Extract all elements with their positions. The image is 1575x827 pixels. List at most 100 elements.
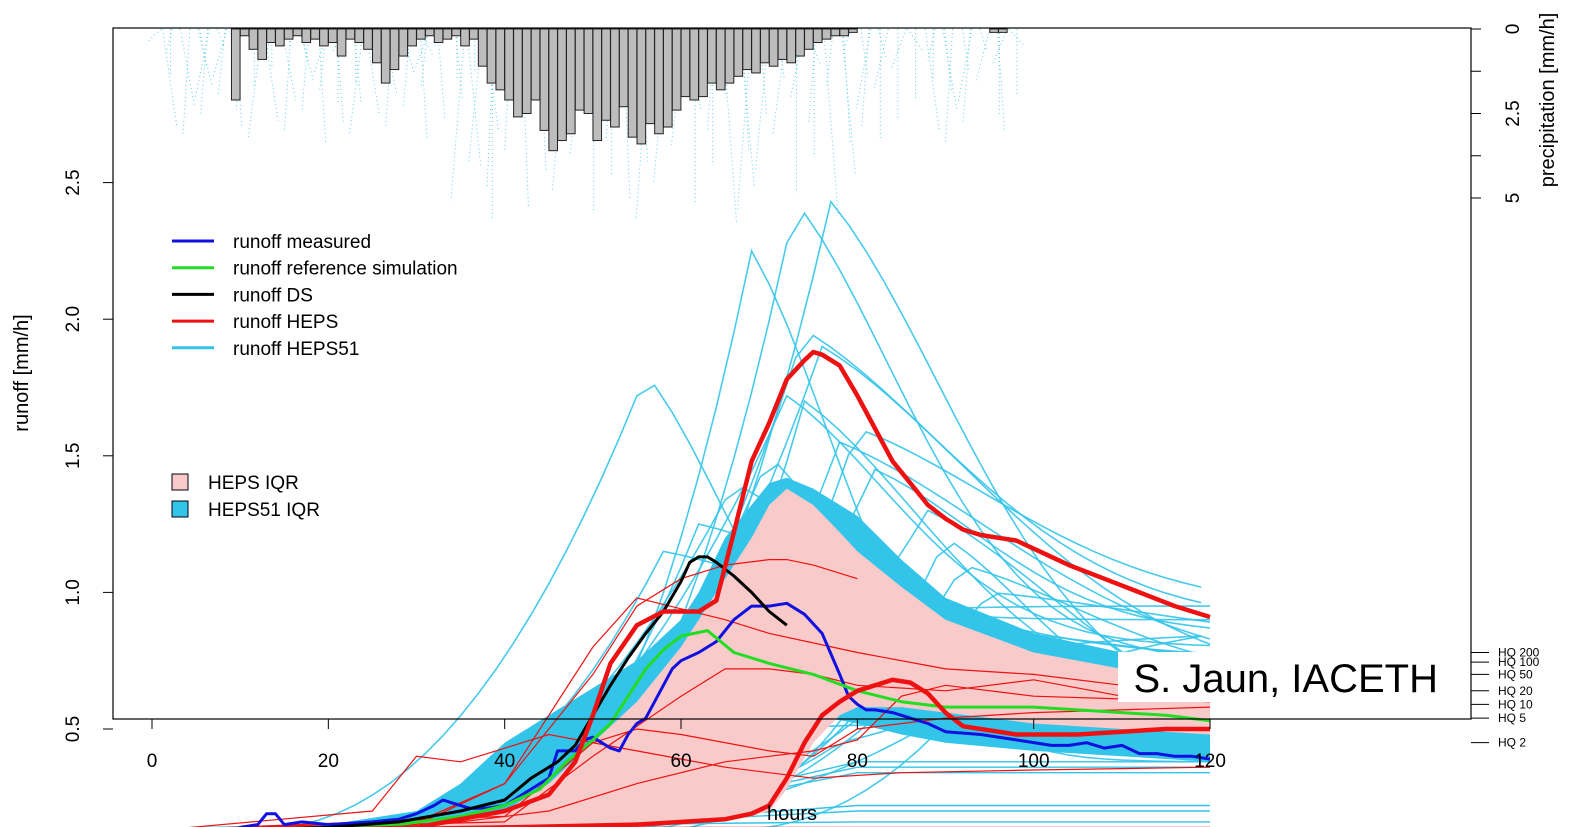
y-axis-tick-label: 2.5: [63, 169, 84, 195]
precip-bar: [398, 28, 409, 57]
reference-simulation-line: [292, 629, 1211, 827]
credit-label: S. Jaun, IACETH: [1133, 657, 1438, 701]
precip-bar: [239, 28, 250, 37]
precip-bar: [848, 28, 858, 33]
precip-bar: [592, 28, 603, 142]
precip-bar: [680, 28, 691, 98]
precip-bar: [477, 28, 488, 67]
heps51-member-line: [349, 821, 1210, 827]
precip-bar: [698, 28, 708, 98]
precip-ensemble-dots: [840, 28, 857, 177]
precip-ensemble-dots: [437, 28, 446, 118]
x-axis-title: hours: [767, 803, 817, 825]
precip-bar: [257, 28, 268, 60]
precip-ensemble-dots: [860, 28, 869, 78]
precip-bar: [486, 28, 497, 84]
y-axis-tick-label: 1.0: [63, 579, 84, 605]
precip-bar: [354, 28, 364, 44]
precip-bar: [707, 28, 717, 84]
precip-ensemble-dots: [842, 28, 851, 143]
precip-bar: [301, 28, 312, 44]
precip-bar: [539, 28, 550, 131]
precipitation-axis-title: precipitation [mm/h]: [1537, 13, 1559, 188]
y-axis-tick-label: 0.5: [63, 716, 84, 742]
precip-bar: [495, 28, 506, 91]
precip-ensemble-dots: [957, 28, 973, 104]
precip-bar: [469, 28, 479, 40]
precip-ensemble-dots: [283, 28, 292, 132]
x-axis-tick-label: 0: [147, 751, 158, 772]
precip-ensemble-dots: [319, 28, 328, 92]
precip-axis-tick-label: 5: [1503, 193, 1524, 204]
precip-bar: [424, 28, 435, 37]
heps-runoff-line-secondary: [383, 677, 1210, 827]
y-axis-tick-label: 1.5: [63, 443, 84, 469]
precip-bar: [416, 28, 426, 40]
hq-marker-label: HQ 200: [1498, 646, 1540, 660]
precip-bar: [777, 28, 788, 60]
precip-bar: [821, 28, 832, 40]
precip-bar: [451, 28, 461, 37]
heps-member-line: [397, 684, 1211, 827]
precip-bar: [662, 28, 673, 128]
ds-runoff-line: [292, 555, 788, 827]
precip-ensemble-dots: [194, 28, 210, 99]
precip-ensemble-dots: [301, 28, 310, 112]
precip-ensemble-dots: [823, 28, 839, 214]
precip-bar: [319, 28, 329, 47]
heps-runoff-line: [356, 349, 1211, 827]
precip-ensemble-dots: [805, 28, 821, 66]
x-axis-tick-label: 100: [1018, 751, 1050, 772]
precip-bar: [327, 28, 338, 44]
precip-bar: [310, 28, 320, 40]
precip-bar: [645, 28, 655, 125]
precip-bar: [601, 28, 611, 121]
precip-bar: [654, 28, 664, 135]
precip-bar: [618, 28, 629, 108]
hq-marker-label: HQ 50: [1498, 667, 1533, 681]
precip-bar: [504, 28, 514, 101]
precip-ensemble-dots: [182, 28, 191, 137]
precip-ensemble-dots: [486, 28, 495, 188]
precip-bar: [689, 28, 700, 101]
precip-bar: [998, 28, 1008, 33]
precip-ensemble-dots: [217, 28, 226, 97]
precip-ensemble-dots: [450, 28, 466, 201]
precip-bar: [336, 28, 347, 57]
precip-ensemble-dots: [300, 28, 309, 62]
x-axis-tick-label: 20: [318, 751, 339, 772]
precip-ensemble-dots: [992, 28, 1008, 63]
precip-bar: [521, 28, 532, 114]
precip-ensemble-dots: [961, 28, 970, 73]
precip-ensemble-dots: [979, 28, 988, 52]
precip-ensemble-dots: [861, 28, 870, 127]
precip-bar: [671, 28, 682, 111]
heps-member-line: [188, 733, 1211, 827]
precip-ensemble-dots: [945, 28, 954, 142]
precip-ensemble-dots: [146, 28, 162, 43]
precip-ensemble-dots: [199, 28, 208, 67]
precip-ensemble-dots: [1008, 28, 1024, 45]
precip-bar: [768, 28, 779, 67]
precip-bar: [627, 28, 638, 138]
legend-line-label: runoff measured: [233, 232, 371, 253]
precip-ensemble-dots: [164, 28, 173, 56]
precip-bar: [989, 28, 999, 33]
heps-member-line: [265, 668, 1211, 827]
x-axis-tick-label: 60: [670, 751, 691, 772]
precip-bar: [830, 28, 841, 37]
precip-ensemble-dots: [997, 28, 1006, 133]
precip-ensemble-dots: [843, 28, 852, 49]
precip-bar: [610, 28, 620, 128]
hq-marker-label: HQ 20: [1498, 684, 1533, 698]
measured-runoff-line: [236, 601, 1211, 827]
plot-frame: [112, 27, 1472, 720]
precip-bar: [292, 28, 303, 37]
precip-ensemble-dots: [216, 28, 225, 47]
precip-ensemble-dots: [420, 28, 429, 87]
precip-ensemble-dots: [415, 28, 431, 69]
precip-axis-tick-label: 2.5: [1503, 100, 1524, 126]
precip-bar: [380, 28, 391, 84]
